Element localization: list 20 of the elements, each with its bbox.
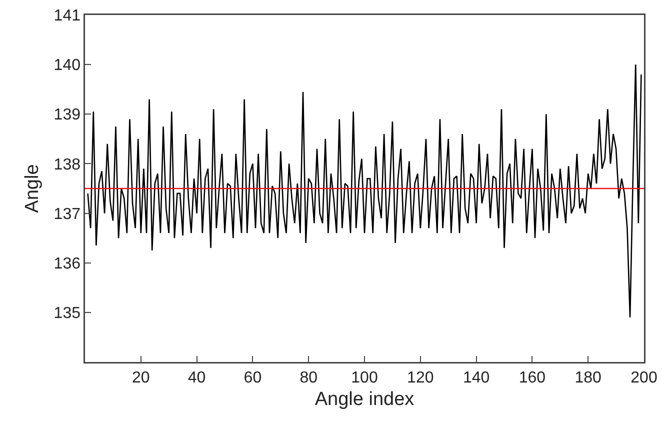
x-axis-title: Angle index: [314, 389, 415, 410]
y-tick-label: 137: [54, 206, 81, 223]
y-tick-label: 141: [54, 8, 81, 25]
y-tick-label: 135: [54, 305, 81, 322]
y-tick-label: 138: [54, 156, 81, 174]
x-tick-label: 100: [351, 370, 378, 386]
x-tick-label: 120: [407, 370, 434, 386]
x-tick-label: 20: [132, 370, 150, 386]
x-tick-label: 80: [300, 370, 318, 386]
x-tick-label: 200: [630, 370, 658, 386]
y-axis-title: Angle: [22, 164, 43, 213]
x-tick-label: 40: [188, 370, 206, 386]
x-tick-label: 60: [244, 370, 262, 386]
y-tick-label: 140: [54, 57, 81, 74]
x-tick-label: 160: [518, 370, 546, 386]
y-tick-label: 136: [54, 255, 81, 272]
x-tick-label: 180: [574, 370, 602, 386]
line-series: [87, 64, 642, 318]
x-tick-label: 140: [462, 370, 490, 386]
y-tick-label: 139: [54, 106, 81, 124]
